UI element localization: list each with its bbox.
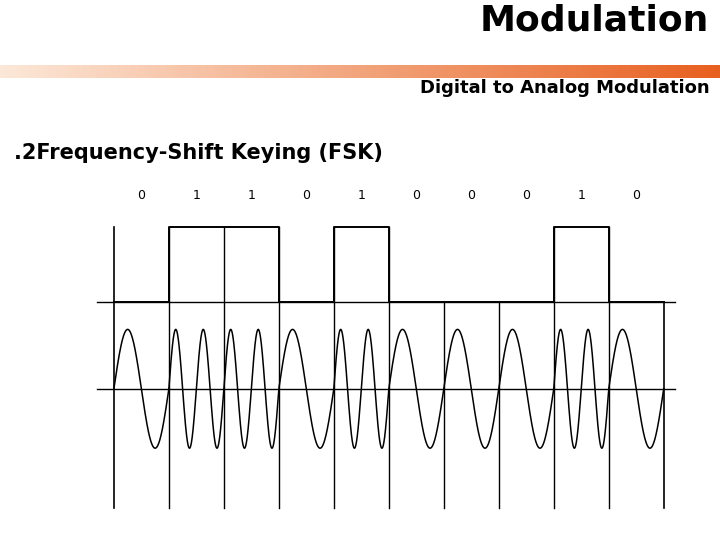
Text: .2Frequency-Shift Keying (FSK): .2Frequency-Shift Keying (FSK) [14, 143, 383, 163]
Text: 1: 1 [577, 190, 585, 202]
Text: Modulation: Modulation [480, 4, 709, 38]
Text: 0: 0 [522, 190, 530, 202]
Text: 0: 0 [632, 190, 640, 202]
Text: 0: 0 [302, 190, 310, 202]
Text: 0: 0 [467, 190, 475, 202]
Text: 1: 1 [248, 190, 256, 202]
Text: 1: 1 [357, 190, 365, 202]
Text: 0: 0 [138, 190, 145, 202]
Text: 1: 1 [192, 190, 200, 202]
Text: 0: 0 [413, 190, 420, 202]
Text: Digital to Analog Modulation: Digital to Analog Modulation [420, 79, 709, 97]
